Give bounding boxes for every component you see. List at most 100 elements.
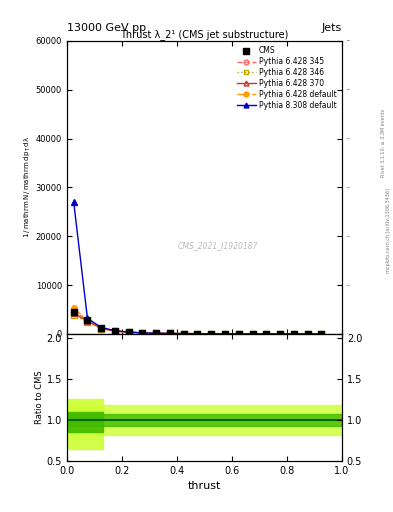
Line: Pythia 6.428 345: Pythia 6.428 345 [71, 308, 324, 337]
Pythia 6.428 346 [237, 331, 241, 337]
Pythia 6.428 370 [113, 328, 118, 334]
Pythia 8.308 default [305, 331, 310, 337]
Pythia 6.428 370 [127, 329, 131, 335]
Pythia 6.428 345 [195, 331, 200, 337]
Pythia 6.428 370 [209, 331, 214, 337]
CMS [72, 309, 76, 315]
Pythia 6.428 default [168, 330, 173, 336]
Line: CMS: CMS [70, 308, 325, 337]
Pythia 8.308 default [222, 331, 227, 337]
CMS [85, 317, 90, 323]
Pythia 6.428 345 [209, 331, 214, 337]
Y-axis label: Ratio to CMS: Ratio to CMS [35, 371, 44, 424]
Pythia 8.308 default [154, 330, 159, 336]
Pythia 8.308 default [182, 331, 186, 337]
Pythia 6.428 default [222, 331, 227, 337]
Pythia 6.428 346 [250, 331, 255, 337]
Pythia 8.308 default [99, 325, 104, 331]
Pythia 6.428 default [237, 331, 241, 337]
Pythia 6.428 345 [168, 330, 173, 336]
Line: Pythia 6.428 346: Pythia 6.428 346 [71, 312, 324, 337]
Bar [67, 405, 342, 435]
Pythia 6.428 346 [222, 331, 227, 337]
Pythia 8.308 default [250, 331, 255, 337]
Pythia 8.308 default [237, 331, 241, 337]
Pythia 6.428 345 [264, 331, 269, 337]
Pythia 6.428 345 [182, 331, 186, 337]
Pythia 6.428 370 [168, 330, 173, 336]
Title: Thrust λ_2¹ (CMS jet substructure): Thrust λ_2¹ (CMS jet substructure) [120, 29, 288, 40]
Pythia 6.428 346 [264, 331, 269, 337]
Pythia 6.428 345 [292, 331, 296, 337]
Line: Pythia 6.428 default: Pythia 6.428 default [71, 306, 324, 337]
Pythia 6.428 346 [168, 330, 173, 336]
Pythia 8.308 default [278, 331, 283, 337]
CMS [182, 331, 186, 337]
Pythia 6.428 345 [222, 331, 227, 337]
Legend: CMS, Pythia 6.428 345, Pythia 6.428 346, Pythia 6.428 370, Pythia 6.428 default,: CMS, Pythia 6.428 345, Pythia 6.428 346,… [235, 45, 338, 112]
Pythia 6.428 default [305, 331, 310, 337]
Pythia 6.428 370 [85, 318, 90, 324]
Pythia 6.428 370 [222, 331, 227, 337]
Pythia 6.428 default [195, 331, 200, 337]
CMS [99, 325, 104, 331]
CMS [113, 328, 118, 334]
Pythia 6.428 346 [319, 331, 324, 337]
Pythia 6.428 default [154, 330, 159, 336]
Pythia 6.428 default [140, 330, 145, 336]
Pythia 8.308 default [195, 331, 200, 337]
Pythia 6.428 370 [264, 331, 269, 337]
Bar [67, 414, 342, 425]
Pythia 8.308 default [292, 331, 296, 337]
Pythia 6.428 default [127, 329, 131, 335]
Pythia 8.308 default [113, 328, 118, 334]
Pythia 6.428 346 [85, 318, 90, 325]
Line: Pythia 8.308 default: Pythia 8.308 default [71, 199, 324, 337]
Y-axis label: $\mathrm{1\,/\,mathrm\,N\,/\,mathrm\,d\,p_T\,d\lambda}$: $\mathrm{1\,/\,mathrm\,N\,/\,mathrm\,d\,… [22, 136, 33, 239]
CMS [237, 331, 241, 337]
CMS [140, 330, 145, 336]
CMS [222, 331, 227, 337]
Pythia 6.428 346 [278, 331, 283, 337]
CMS [319, 331, 324, 337]
CMS [195, 331, 200, 337]
Pythia 6.428 345 [127, 329, 131, 335]
Pythia 6.428 default [278, 331, 283, 337]
CMS [250, 331, 255, 337]
Pythia 6.428 346 [292, 331, 296, 337]
Text: Jets: Jets [321, 23, 342, 33]
Pythia 6.428 default [319, 331, 324, 337]
Pythia 8.308 default [85, 315, 90, 322]
Pythia 8.308 default [209, 331, 214, 337]
Pythia 6.428 346 [72, 312, 76, 318]
Pythia 6.428 345 [154, 330, 159, 336]
Pythia 6.428 default [99, 325, 104, 331]
Pythia 8.308 default [72, 199, 76, 205]
Pythia 6.428 345 [305, 331, 310, 337]
Pythia 6.428 345 [140, 330, 145, 336]
Pythia 6.428 370 [195, 331, 200, 337]
Pythia 8.308 default [319, 331, 324, 337]
Pythia 6.428 346 [305, 331, 310, 337]
Pythia 6.428 345 [72, 307, 76, 313]
Pythia 6.428 370 [278, 331, 283, 337]
Pythia 6.428 345 [250, 331, 255, 337]
Pythia 6.428 346 [209, 331, 214, 337]
Pythia 8.308 default [127, 329, 131, 335]
X-axis label: thrust: thrust [188, 481, 221, 491]
Line: Pythia 6.428 370: Pythia 6.428 370 [71, 311, 324, 337]
Text: mcplots.cern.ch [arXiv:1306.3436]: mcplots.cern.ch [arXiv:1306.3436] [386, 188, 391, 273]
Pythia 6.428 345 [319, 331, 324, 337]
Pythia 6.428 345 [278, 331, 283, 337]
CMS [292, 331, 296, 337]
Pythia 6.428 370 [99, 325, 104, 331]
Pythia 6.428 346 [195, 331, 200, 337]
Pythia 6.428 346 [99, 326, 104, 332]
CMS [209, 331, 214, 337]
Pythia 8.308 default [264, 331, 269, 337]
Pythia 6.428 default [209, 331, 214, 337]
Pythia 6.428 370 [292, 331, 296, 337]
Pythia 6.428 346 [127, 329, 131, 335]
Text: Rivet 3.1.10, ≥ 3.3M events: Rivet 3.1.10, ≥ 3.3M events [381, 109, 386, 178]
Pythia 8.308 default [168, 330, 173, 336]
